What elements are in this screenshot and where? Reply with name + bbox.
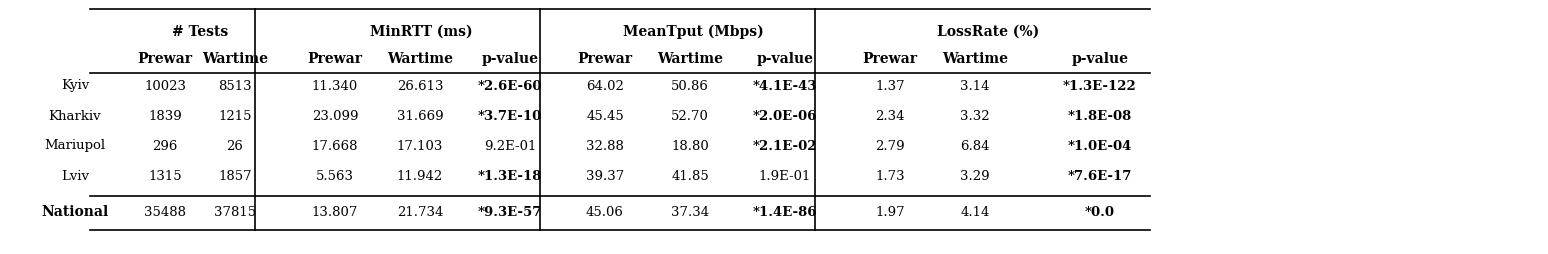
- Text: 296: 296: [152, 139, 178, 152]
- Text: 1215: 1215: [218, 109, 252, 122]
- Text: # Tests: # Tests: [172, 25, 228, 39]
- Text: 21.734: 21.734: [396, 205, 443, 218]
- Text: Prewar: Prewar: [308, 52, 362, 66]
- Text: p-value: p-value: [1071, 52, 1128, 66]
- Text: Kyiv: Kyiv: [60, 80, 90, 92]
- Text: 50.86: 50.86: [672, 80, 709, 92]
- Text: 35488: 35488: [144, 205, 186, 218]
- Text: Prewar: Prewar: [862, 52, 918, 66]
- Text: Lviv: Lviv: [60, 169, 88, 183]
- Text: *1.8E-08: *1.8E-08: [1068, 109, 1132, 122]
- Text: 1315: 1315: [149, 169, 181, 183]
- Text: Mariupol: Mariupol: [45, 139, 105, 152]
- Text: 32.88: 32.88: [587, 139, 624, 152]
- Text: 52.70: 52.70: [672, 109, 709, 122]
- Text: 2.34: 2.34: [875, 109, 904, 122]
- Text: 3.29: 3.29: [960, 169, 989, 183]
- Text: 11.340: 11.340: [311, 80, 358, 92]
- Text: Wartime: Wartime: [201, 52, 268, 66]
- Text: *7.6E-17: *7.6E-17: [1068, 169, 1132, 183]
- Text: *3.7E-10: *3.7E-10: [478, 109, 542, 122]
- Text: 26: 26: [226, 139, 243, 152]
- Text: 1.73: 1.73: [875, 169, 906, 183]
- Text: 5.563: 5.563: [316, 169, 354, 183]
- Text: 31.669: 31.669: [396, 109, 443, 122]
- Text: 37.34: 37.34: [670, 205, 709, 218]
- Text: *2.0E-06: *2.0E-06: [752, 109, 817, 122]
- Text: 4.14: 4.14: [960, 205, 989, 218]
- Text: 3.14: 3.14: [960, 80, 989, 92]
- Text: *1.4E-86: *1.4E-86: [752, 205, 817, 218]
- Text: Prewar: Prewar: [577, 52, 633, 66]
- Text: Wartime: Wartime: [943, 52, 1008, 66]
- Text: *0.0: *0.0: [1085, 205, 1115, 218]
- Text: 6.84: 6.84: [960, 139, 989, 152]
- Text: LossRate (%): LossRate (%): [937, 25, 1039, 39]
- Text: 8513: 8513: [218, 80, 252, 92]
- Text: 2.79: 2.79: [875, 139, 906, 152]
- Text: 64.02: 64.02: [587, 80, 624, 92]
- Text: 23.099: 23.099: [311, 109, 358, 122]
- Text: 3.32: 3.32: [960, 109, 989, 122]
- Text: 1.9E-01: 1.9E-01: [759, 169, 811, 183]
- Text: 17.668: 17.668: [311, 139, 358, 152]
- Text: p-value: p-value: [481, 52, 539, 66]
- Text: 1.37: 1.37: [875, 80, 906, 92]
- Text: 39.37: 39.37: [585, 169, 624, 183]
- Text: *2.1E-02: *2.1E-02: [752, 139, 817, 152]
- Text: 37815: 37815: [214, 205, 255, 218]
- Text: 10023: 10023: [144, 80, 186, 92]
- Text: 41.85: 41.85: [672, 169, 709, 183]
- Text: *1.3E-18: *1.3E-18: [478, 169, 542, 183]
- Text: 1839: 1839: [149, 109, 181, 122]
- Text: National: National: [42, 205, 108, 219]
- Text: Wartime: Wartime: [387, 52, 454, 66]
- Text: 11.942: 11.942: [396, 169, 443, 183]
- Text: 45.06: 45.06: [587, 205, 624, 218]
- Text: 26.613: 26.613: [396, 80, 443, 92]
- Text: Wartime: Wartime: [656, 52, 723, 66]
- Text: MinRTT (ms): MinRTT (ms): [370, 25, 474, 39]
- Text: 45.45: 45.45: [587, 109, 624, 122]
- Text: *1.0E-04: *1.0E-04: [1068, 139, 1132, 152]
- Text: MeanTput (Mbps): MeanTput (Mbps): [622, 25, 763, 39]
- Text: *1.3E-122: *1.3E-122: [1063, 80, 1136, 92]
- Text: 1857: 1857: [218, 169, 252, 183]
- Text: 13.807: 13.807: [311, 205, 358, 218]
- Text: 18.80: 18.80: [672, 139, 709, 152]
- Text: *2.6E-60: *2.6E-60: [478, 80, 542, 92]
- Text: p-value: p-value: [757, 52, 814, 66]
- Text: *9.3E-57: *9.3E-57: [478, 205, 542, 218]
- Text: Prewar: Prewar: [138, 52, 192, 66]
- Text: *4.1E-43: *4.1E-43: [752, 80, 817, 92]
- Text: 1.97: 1.97: [875, 205, 906, 218]
- Text: 17.103: 17.103: [396, 139, 443, 152]
- Text: Kharkiv: Kharkiv: [48, 109, 101, 122]
- Text: 9.2E-01: 9.2E-01: [485, 139, 536, 152]
